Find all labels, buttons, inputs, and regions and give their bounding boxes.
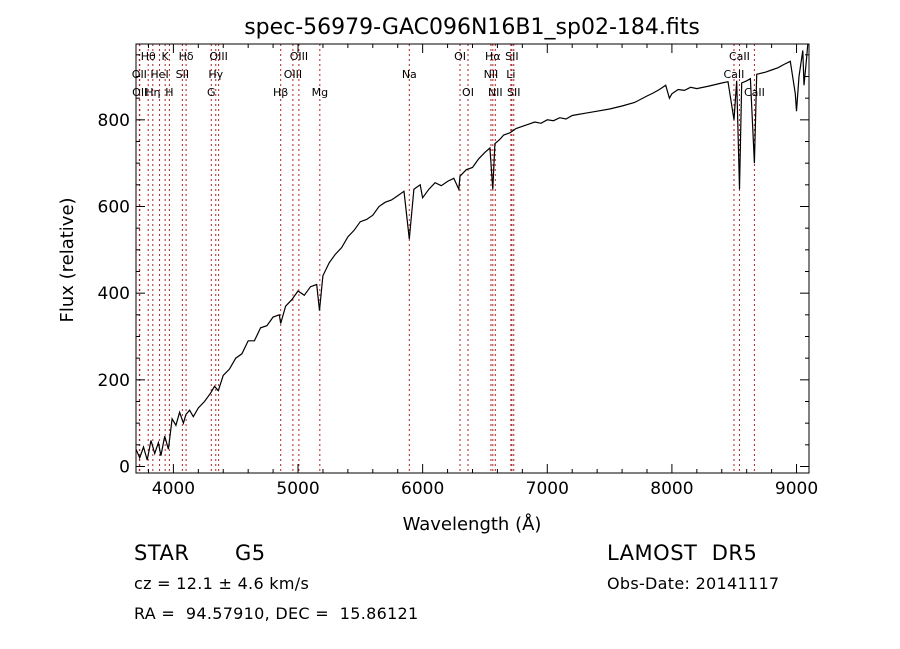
object-class: STAR [134, 541, 190, 565]
line-label-caii: CaII [744, 86, 765, 99]
line-label-hα: Hα [485, 50, 501, 63]
spectrum-chart: spec-56979-GAC096N16B1_sp02-184.fits Hθ K… [57, 15, 818, 535]
line-label-caii: CaII [724, 68, 745, 81]
x-tick-label: 5000 [276, 479, 319, 499]
line-label-hei: HeI [150, 68, 168, 81]
x-axis-label: Wavelength (Å) [403, 513, 542, 535]
line-label-hη: Hη [145, 86, 160, 99]
line-label-caii: CaII [729, 50, 750, 63]
line-label-mg: Mg [312, 86, 328, 99]
line-label-nii: NII [484, 68, 499, 81]
line-label-oiii: OIII [290, 50, 308, 63]
line-label-oi: OI [462, 86, 474, 99]
line-label-oiii: OIII [284, 68, 302, 81]
line-label-g: G [207, 86, 216, 99]
line-label-hγ: Hγ [208, 68, 223, 81]
line-label-hβ: Hβ [273, 86, 288, 99]
line-label-na: Na [402, 68, 417, 81]
line-label-li: Li [506, 68, 515, 81]
line-label-oii: OII [132, 68, 147, 81]
y-axis-label: Flux (relative) [57, 197, 78, 322]
x-tick-label: 6000 [401, 479, 444, 499]
redshift-text: cz = 12.1 ± 4.6 km/s [134, 574, 310, 593]
y-tick-label: 600 [98, 198, 130, 218]
x-tick-label: 9000 [775, 479, 818, 499]
line-label-hδ: Hδ [179, 50, 194, 63]
y-tick-label: 0 [119, 458, 130, 478]
line-label-nii: NII [488, 86, 503, 99]
y-tick-label: 800 [98, 111, 130, 131]
x-axis-ticks: 4000 5000 6000 7000 8000 9000 [147, 44, 818, 499]
emission-lines [138, 44, 755, 473]
emission-line-labels: Hθ K Hδ OIII OIII OI Hα SII CaII OII HeI SII Hγ OIII N… [132, 50, 765, 99]
x-tick-label: 4000 [152, 479, 195, 499]
obs-date-text: Obs-Date: 20141117 [607, 574, 780, 593]
y-tick-label: 400 [98, 284, 130, 304]
line-label-sii: SII [505, 50, 518, 63]
line-label-sii: SII [176, 68, 189, 81]
line-label-h: H [165, 86, 173, 99]
line-label-oiii: OIII [209, 50, 227, 63]
object-subclass: G5 [235, 541, 266, 565]
y-tick-label: 200 [98, 371, 130, 391]
chart-title: spec-56979-GAC096N16B1_sp02-184.fits [244, 15, 700, 40]
line-label-oi: OI [454, 50, 466, 63]
x-tick-label: 8000 [650, 479, 693, 499]
y-axis-ticks: 0 200 400 600 800 [98, 54, 809, 478]
coordinates-text: RA = 94.57910, DEC = 15.86121 [134, 604, 419, 623]
line-label-k: K [162, 50, 170, 63]
x-tick-label: 7000 [526, 479, 569, 499]
survey-label: LAMOST DR5 [607, 541, 758, 565]
line-label-hθ: Hθ [141, 50, 156, 63]
plot-frame [135, 43, 810, 474]
line-label-sii: SII [507, 86, 520, 99]
spectrum-line [135, 43, 809, 461]
